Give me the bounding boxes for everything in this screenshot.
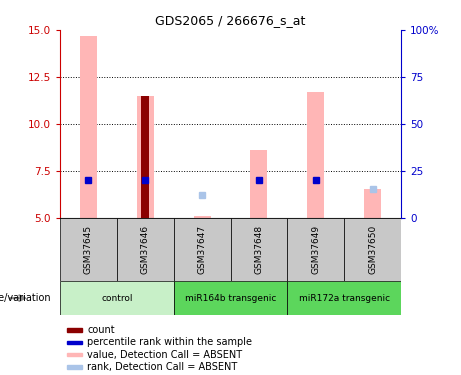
Text: percentile rank within the sample: percentile rank within the sample [87,338,252,348]
Text: value, Detection Call = ABSENT: value, Detection Call = ABSENT [87,350,242,360]
Bar [174,281,287,315]
Text: GSM37647: GSM37647 [198,225,207,274]
Text: GSM37650: GSM37650 [368,225,377,274]
Text: GSM37648: GSM37648 [254,225,263,274]
Bar [60,281,174,315]
Text: rank, Detection Call = ABSENT: rank, Detection Call = ABSENT [87,362,237,372]
Bar [60,217,117,281]
Bar [67,365,82,369]
Text: miR172a transgenic: miR172a transgenic [299,294,390,303]
Bar [307,92,324,218]
Bar [364,189,381,217]
Bar [136,96,154,218]
Bar [287,281,401,315]
Bar [67,328,82,332]
Bar [250,150,267,217]
Bar [174,217,230,281]
Bar [80,36,97,218]
Text: genotype/variation: genotype/variation [0,293,51,303]
Bar [117,217,174,281]
Bar [67,353,82,356]
Text: count: count [87,325,115,335]
Text: GSM37646: GSM37646 [141,225,150,274]
Bar [230,217,287,281]
Text: GSM37645: GSM37645 [84,225,93,274]
Bar [141,96,149,218]
Bar [67,340,82,344]
Bar [344,217,401,281]
Text: control: control [101,294,132,303]
Text: GSM37649: GSM37649 [311,225,320,274]
Text: miR164b transgenic: miR164b transgenic [185,294,276,303]
Bar [287,217,344,281]
Title: GDS2065 / 266676_s_at: GDS2065 / 266676_s_at [155,15,306,27]
Bar [194,216,211,217]
